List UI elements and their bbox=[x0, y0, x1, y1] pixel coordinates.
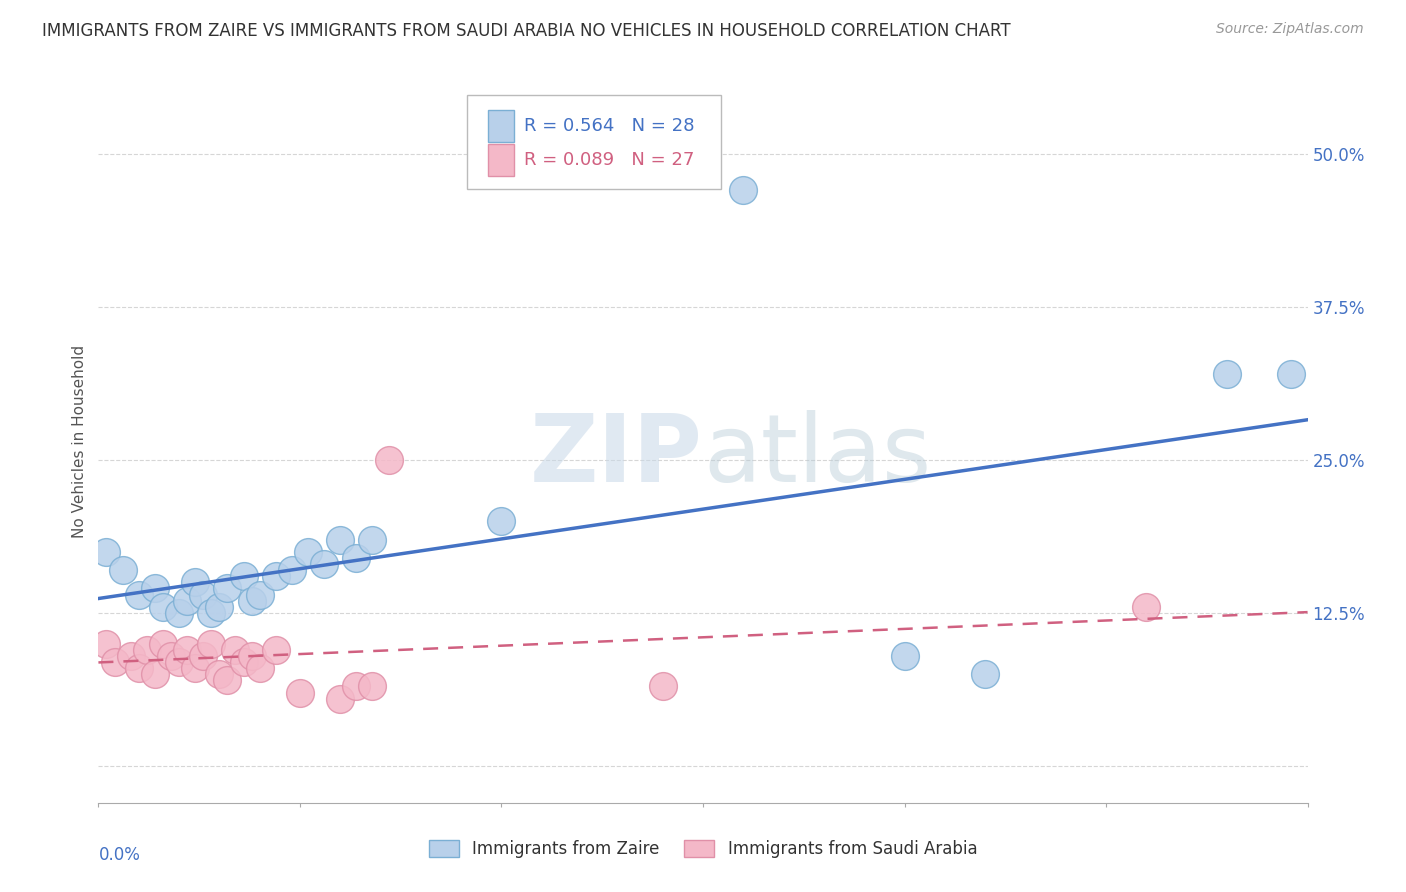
Point bbox=[377, 453, 399, 467]
Point bbox=[297, 545, 319, 559]
Text: Source: ZipAtlas.com: Source: ZipAtlas.com bbox=[1216, 22, 1364, 37]
Point bbox=[103, 655, 125, 669]
Point bbox=[193, 588, 215, 602]
Point bbox=[240, 648, 263, 663]
Point bbox=[184, 575, 207, 590]
Point bbox=[176, 593, 198, 607]
Point bbox=[232, 569, 254, 583]
Point bbox=[200, 606, 222, 620]
Point bbox=[491, 514, 513, 528]
Point bbox=[152, 637, 174, 651]
Point bbox=[329, 691, 352, 706]
Point bbox=[240, 593, 263, 607]
FancyBboxPatch shape bbox=[467, 95, 721, 189]
Text: atlas: atlas bbox=[703, 410, 931, 502]
Point bbox=[651, 680, 673, 694]
Point bbox=[120, 648, 142, 663]
Point bbox=[128, 661, 150, 675]
Point bbox=[288, 685, 311, 699]
Point bbox=[1281, 367, 1303, 381]
Point bbox=[249, 661, 271, 675]
Point bbox=[96, 637, 118, 651]
Legend: Immigrants from Zaire, Immigrants from Saudi Arabia: Immigrants from Zaire, Immigrants from S… bbox=[420, 832, 986, 867]
Point bbox=[361, 680, 384, 694]
Point bbox=[281, 563, 304, 577]
Point bbox=[184, 661, 207, 675]
Point bbox=[167, 655, 190, 669]
Point bbox=[232, 655, 254, 669]
Text: R = 0.564   N = 28: R = 0.564 N = 28 bbox=[524, 117, 695, 135]
Point bbox=[264, 569, 287, 583]
Point bbox=[1216, 367, 1239, 381]
Point bbox=[208, 667, 231, 681]
FancyBboxPatch shape bbox=[488, 110, 515, 142]
Point bbox=[1135, 599, 1157, 614]
Point bbox=[208, 599, 231, 614]
Point bbox=[217, 673, 239, 688]
Point bbox=[224, 642, 246, 657]
Text: 0.0%: 0.0% bbox=[98, 847, 141, 864]
Point bbox=[344, 680, 367, 694]
Point bbox=[314, 557, 336, 571]
Y-axis label: No Vehicles in Household: No Vehicles in Household bbox=[72, 345, 87, 538]
Point bbox=[733, 184, 755, 198]
Point bbox=[974, 667, 997, 681]
Point bbox=[135, 642, 157, 657]
Point bbox=[329, 533, 352, 547]
Text: R = 0.089   N = 27: R = 0.089 N = 27 bbox=[524, 151, 695, 169]
Point bbox=[143, 582, 166, 596]
FancyBboxPatch shape bbox=[488, 144, 515, 176]
Point bbox=[361, 533, 384, 547]
Point bbox=[96, 545, 118, 559]
Point bbox=[176, 642, 198, 657]
Point bbox=[217, 582, 239, 596]
Point bbox=[152, 599, 174, 614]
Text: IMMIGRANTS FROM ZAIRE VS IMMIGRANTS FROM SAUDI ARABIA NO VEHICLES IN HOUSEHOLD C: IMMIGRANTS FROM ZAIRE VS IMMIGRANTS FROM… bbox=[42, 22, 1011, 40]
Point bbox=[344, 550, 367, 565]
Point bbox=[111, 563, 134, 577]
Point bbox=[264, 642, 287, 657]
Point bbox=[160, 648, 183, 663]
Point bbox=[143, 667, 166, 681]
Point bbox=[893, 648, 915, 663]
Point bbox=[200, 637, 222, 651]
Text: ZIP: ZIP bbox=[530, 410, 703, 502]
Point bbox=[193, 648, 215, 663]
Point bbox=[249, 588, 271, 602]
Point bbox=[128, 588, 150, 602]
Point bbox=[167, 606, 190, 620]
